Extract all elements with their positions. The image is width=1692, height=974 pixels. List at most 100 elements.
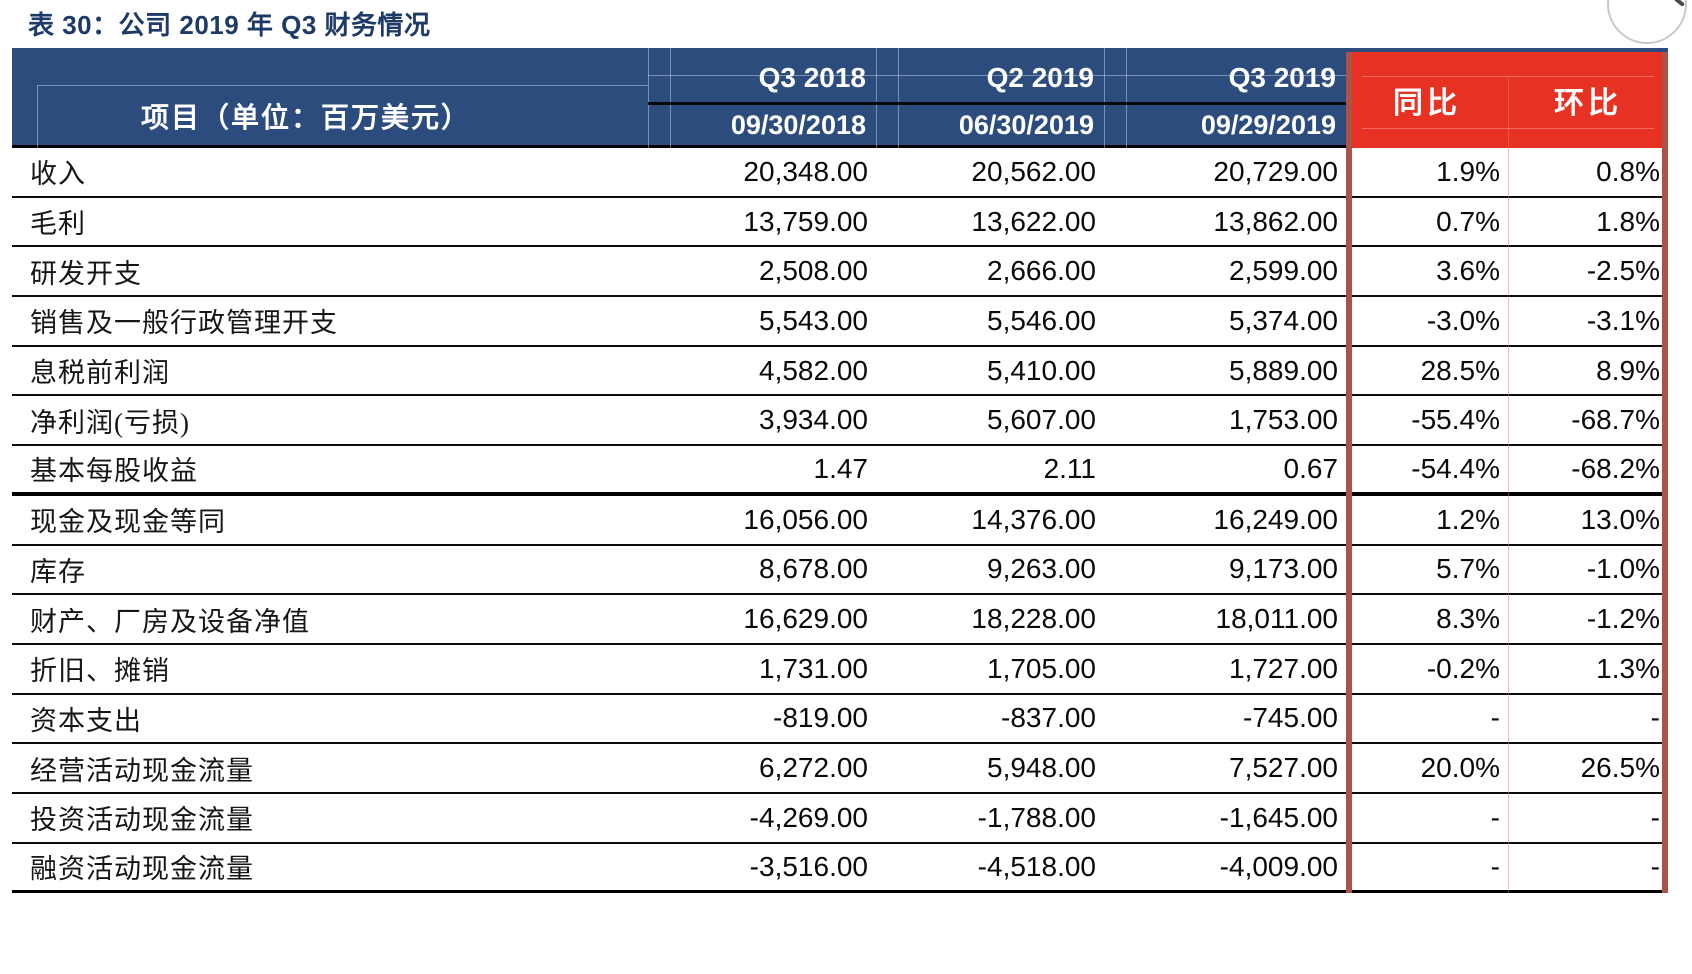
value-cell-q3-2018: -819.00: [773, 702, 868, 734]
value-cell-q3-2018: 5,543.00: [759, 304, 868, 336]
row-label-cell: 研发开支: [30, 258, 142, 289]
yoy-cell: 0.7%: [1436, 205, 1500, 237]
value-cell-q2-2019: 5,948.00: [987, 752, 1096, 784]
yoy-cell: -: [1490, 850, 1500, 882]
row-label-cell: 销售及一般行政管理开支: [30, 308, 338, 339]
value-cell-q3-2018: 2,508.00: [759, 255, 868, 287]
table-row: 现金及现金等同 16,056.00 14,376.00 16,249.00 1.…: [12, 495, 1668, 546]
yoy-cell: 5.7%: [1436, 553, 1500, 585]
value-cell-q2-2019: 2.11: [1043, 452, 1096, 484]
qoq-cell: -68.2%: [1571, 452, 1660, 484]
yoy-cell: 20.0%: [1420, 752, 1500, 784]
yoy-qoq-divider: [1508, 76, 1509, 894]
value-cell-q3-2019: 1,727.00: [1229, 652, 1338, 684]
value-cell-q3-2018: 6,272.00: [759, 752, 868, 784]
value-cell-q3-2018: 3,934.00: [759, 404, 868, 436]
yoy-cell: -0.2%: [1426, 652, 1500, 684]
value-cell-q3-2019: 0.67: [1283, 452, 1339, 484]
row-label-cell: 收入: [30, 159, 86, 190]
table-row: 毛利 13,759.00 13,622.00 13,862.00 0.7% 1.…: [12, 197, 1668, 248]
table-row: 研发开支 2,508.00 2,666.00 2,599.00 3.6% -2.…: [12, 247, 1668, 298]
value-cell-q2-2019: -4,518.00: [977, 850, 1096, 882]
qoq-cell: -1.0%: [1586, 553, 1660, 585]
value-cell-q3-2018: 16,629.00: [743, 603, 868, 635]
header-divider-line: [648, 102, 1346, 105]
value-cell-q2-2019: 5,607.00: [987, 404, 1096, 436]
header-quarter-q3-2019: Q3 2019: [1228, 62, 1336, 93]
value-cell-q2-2019: 5,546.00: [987, 304, 1096, 336]
header-date-q2-2019: 06/30/2019: [958, 109, 1094, 140]
yoy-cell: -3.0%: [1426, 304, 1500, 336]
value-cell-q2-2019: -1,788.00: [977, 801, 1096, 833]
value-cell-q2-2019: -837.00: [1001, 702, 1096, 734]
value-cell-q3-2019: 5,374.00: [1229, 304, 1338, 336]
qoq-cell: -68.7%: [1571, 404, 1660, 436]
financial-table: 项目（单位：百万美元） Q3 2018 Q2 2019 Q3 2019 09/3…: [12, 48, 1668, 894]
table-row: 融资活动现金流量 -3,516.00 -4,518.00 -4,009.00 -…: [12, 843, 1668, 894]
value-cell-q3-2018: 4,582.00: [759, 354, 868, 386]
yoy-cell: -55.4%: [1411, 404, 1500, 436]
qoq-cell: 1.3%: [1596, 652, 1660, 684]
table-row: 财产、厂房及设备净值 16,629.00 18,228.00 18,011.00…: [12, 595, 1668, 645]
qoq-cell: 8.9%: [1596, 354, 1660, 386]
value-cell-q3-2019: 9,173.00: [1229, 553, 1338, 585]
value-cell-q3-2018: 8,678.00: [759, 553, 868, 585]
header-quarter-q2-2019: Q2 2019: [986, 62, 1094, 93]
value-cell-q2-2019: 1,705.00: [987, 652, 1096, 684]
yoy-cell: 3.6%: [1436, 255, 1500, 287]
value-cell-q3-2019: 13,862.00: [1213, 205, 1338, 237]
value-cell-q3-2018: 20,348.00: [743, 155, 868, 187]
row-label-cell: 资本支出: [30, 705, 142, 736]
qoq-cell: -: [1650, 801, 1660, 833]
header-item-column-label: 项目（单位：百万美元）: [140, 102, 471, 133]
qoq-cell: -: [1650, 702, 1660, 734]
table-row: 投资活动现金流量 -4,269.00 -1,788.00 -1,645.00 -…: [12, 793, 1668, 844]
header-gridline: [670, 48, 671, 148]
table-row: 销售及一般行政管理开支 5,543.00 5,546.00 5,374.00 -…: [12, 297, 1668, 347]
row-label-cell: 折旧、摊销: [30, 656, 170, 687]
value-cell-q3-2019: 20,729.00: [1213, 155, 1338, 187]
table-row: 收入 20,348.00 20,562.00 20,729.00 1.9% 0.…: [12, 148, 1668, 198]
qoq-cell: -1.2%: [1586, 603, 1660, 635]
value-cell-q3-2019: 7,527.00: [1229, 752, 1338, 784]
floating-action-button[interactable]: [1607, 0, 1687, 44]
value-cell-q2-2019: 13,622.00: [971, 205, 1096, 237]
yoy-cell: -: [1490, 702, 1500, 734]
value-cell-q3-2019: -4,009.00: [1219, 850, 1338, 882]
table-row: 折旧、摊销 1,731.00 1,705.00 1,727.00 -0.2% 1…: [12, 644, 1668, 695]
table-header: 项目（单位：百万美元） Q3 2018 Q2 2019 Q3 2019 09/3…: [12, 48, 1668, 148]
qoq-cell: -: [1650, 850, 1660, 882]
qoq-cell: 13.0%: [1580, 503, 1660, 535]
qoq-cell: 1.8%: [1596, 205, 1660, 237]
value-cell-q2-2019: 18,228.00: [971, 603, 1096, 635]
qoq-cell: -3.1%: [1586, 304, 1660, 336]
value-cell-q2-2019: 14,376.00: [971, 503, 1096, 535]
table-body: 收入 20,348.00 20,562.00 20,729.00 1.9% 0.…: [12, 148, 1668, 894]
yoy-cell: -54.4%: [1411, 452, 1500, 484]
value-cell-q2-2019: 5,410.00: [987, 354, 1096, 386]
qoq-cell: -2.5%: [1586, 255, 1660, 287]
qoq-cell: 0.8%: [1596, 155, 1660, 187]
value-cell-q3-2019: -1,645.00: [1219, 801, 1338, 833]
row-label-cell: 投资活动现金流量: [30, 805, 254, 836]
header-yoy-label: 同比: [1393, 87, 1461, 120]
header-gridline: [648, 48, 649, 148]
yoy-cell: 28.5%: [1420, 354, 1500, 386]
table-row: 经营活动现金流量 6,272.00 5,948.00 7,527.00 20.0…: [12, 744, 1668, 794]
table-row: 息税前利润 4,582.00 5,410.00 5,889.00 28.5% 8…: [12, 346, 1668, 397]
value-cell-q3-2018: 1,731.00: [759, 652, 868, 684]
row-label-cell: 财产、厂房及设备净值: [30, 606, 310, 637]
yoy-cell: -: [1490, 801, 1500, 833]
row-label-cell: 经营活动现金流量: [30, 755, 254, 786]
yoy-cell: 1.2%: [1436, 503, 1500, 535]
header-gridline: [37, 85, 648, 86]
value-cell-q2-2019: 2,666.00: [987, 255, 1096, 287]
header-gridline: [1126, 48, 1127, 148]
row-label-cell: 库存: [30, 556, 86, 587]
header-gridline: [898, 48, 899, 148]
header-gridline: [876, 48, 877, 148]
header-gridline: [648, 75, 1348, 76]
row-label-cell: 现金及现金等同: [30, 507, 226, 538]
value-cell-q3-2018: 1.47: [813, 452, 869, 484]
